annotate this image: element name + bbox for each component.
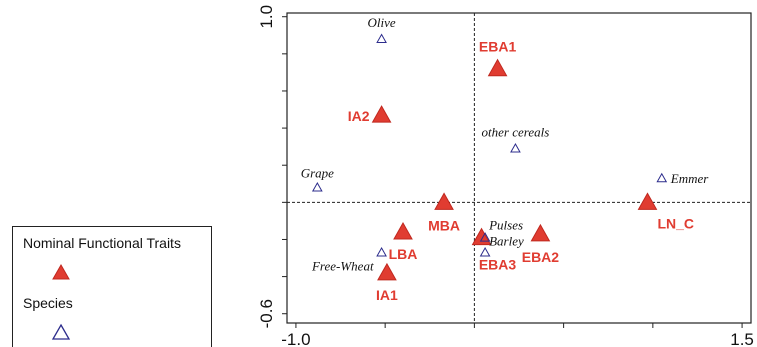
y-tick-label: -0.6 — [257, 299, 276, 328]
trait-label: EBA2 — [522, 249, 560, 265]
trait-marker — [487, 58, 508, 77]
species-label: Emmer — [670, 171, 709, 186]
trait-label: EBA1 — [479, 39, 517, 55]
trait-label: EBA3 — [479, 257, 517, 273]
species-label: other cereals — [482, 125, 550, 140]
trait-marker — [637, 192, 658, 210]
axis-ticks — [282, 16, 743, 328]
legend-filled-triangle-icon — [52, 263, 70, 280]
x-tick-label: -1.0 — [281, 330, 310, 347]
species-marker — [479, 232, 491, 242]
species-marker — [479, 246, 491, 257]
legend-label-traits: Nominal Functional Traits — [23, 235, 181, 251]
trait-label: LBA — [389, 246, 418, 262]
trait-marker — [371, 105, 392, 123]
species-label: Olive — [368, 15, 396, 30]
legend-label-species: Species — [23, 295, 73, 311]
species-label: Pulses — [488, 218, 523, 233]
species-marker — [376, 246, 387, 257]
trait-marker — [434, 192, 454, 210]
trait-marker — [471, 227, 492, 246]
reference-lines — [287, 13, 751, 323]
trait-marker — [377, 262, 397, 281]
legend-open-triangle-icon — [51, 323, 71, 340]
species-marker — [510, 142, 521, 153]
trait-marker — [393, 222, 413, 240]
trait-label: IA2 — [348, 108, 370, 124]
axis-tick-labels: 1.0 -0.6 -1.0 1.5 — [257, 5, 754, 347]
trait-label: LN_C — [657, 215, 694, 231]
species-label: Free-Wheat — [311, 258, 374, 273]
trait-marker — [530, 223, 551, 242]
species-label: Grape — [301, 165, 334, 180]
species-marker — [376, 33, 387, 43]
species-marker — [656, 172, 668, 183]
trait-label: MBA — [428, 217, 460, 233]
x-tick-label: 1.5 — [730, 330, 754, 347]
y-tick-label: 1.0 — [257, 5, 276, 29]
species-marker — [311, 181, 323, 192]
trait-label: IA1 — [376, 287, 398, 303]
data-points: EBA1 IA2 MBA LBA IA1 EBA3 EBA2 LN_C Olive other c… — [301, 15, 710, 303]
chart-legend: Nominal Functional Traits Species — [12, 226, 212, 347]
plot-frame — [286, 12, 752, 324]
species-label: Barley — [489, 233, 524, 248]
